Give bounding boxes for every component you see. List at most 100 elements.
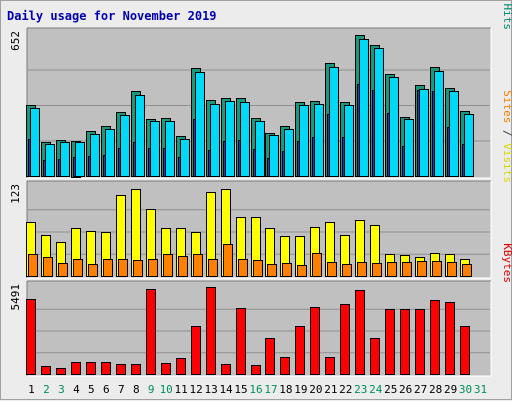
x-tick-day-7: 7 (118, 383, 125, 396)
bar-pages-day-17 (269, 135, 279, 177)
x-tick-day-13: 13 (204, 383, 217, 396)
bar-pages-day-27 (419, 89, 429, 177)
bar-kbytes-day-4 (71, 362, 81, 375)
x-tick-day-14: 14 (219, 383, 233, 396)
bar-sites-day-2 (43, 257, 53, 277)
bar-pages-day-22 (344, 105, 354, 177)
plot-area (27, 281, 491, 376)
bar-kbytes-day-18 (280, 357, 290, 375)
bar-kbytes-day-29 (445, 302, 455, 375)
bar-kbytes-day-27 (415, 309, 425, 375)
x-axis: 1 2 3 4 5 6 7 8 9 10 11 12 13 14 15 16 17 18 19 20 21 22 23 24 2… (28, 383, 487, 396)
bar-pages-day-16 (255, 121, 265, 177)
legend: Pages / Files / Hits (501, 1, 512, 30)
bar-sites-day-22 (342, 264, 352, 277)
bar-kbytes-day-28 (430, 300, 440, 375)
bar-sites-day-25 (387, 262, 397, 277)
bar-sites-day-18 (282, 263, 292, 277)
legend: Sites / Visits (501, 90, 512, 183)
x-tick-day-25: 25 (384, 383, 397, 396)
bar-sites-day-27 (417, 261, 427, 277)
legend-entry: Hits (501, 4, 512, 31)
x-tick-day-8: 8 (133, 383, 140, 396)
bar-pages-day-25 (389, 77, 399, 177)
bar-sites-day-8 (133, 260, 143, 277)
bar-kbytes-day-11 (176, 358, 186, 375)
x-tick-day-17: 17 (264, 383, 277, 396)
bar-kbytes-day-12 (191, 326, 201, 375)
bar-sites-day-30 (462, 264, 472, 277)
x-tick-day-23: 23 (354, 383, 367, 396)
legend-entry: Visits (501, 143, 512, 183)
bar-kbytes-day-16 (251, 365, 261, 375)
x-tick-day-2: 2 (43, 383, 50, 396)
legend-entry: Sites (501, 90, 512, 123)
bar-kbytes-day-9 (146, 289, 156, 375)
bar-sites-day-3 (58, 263, 68, 277)
x-tick-day-24: 24 (369, 383, 383, 396)
x-tick-day-3: 3 (58, 383, 65, 396)
bar-pages-day-14 (225, 101, 235, 177)
bar-sites-day-6 (103, 259, 113, 277)
bar-pages-day-23 (359, 39, 369, 177)
bar-sites-day-28 (432, 261, 442, 277)
panel-1: 652 Pages / Files / Hits (9, 1, 512, 179)
bar-sites-day-4 (73, 259, 83, 277)
bar-kbytes-day-5 (86, 362, 96, 375)
bar-pages-day-29 (449, 91, 459, 177)
x-tick-day-15: 15 (234, 383, 247, 396)
bar-sites-day-17 (267, 264, 277, 277)
x-tick-day-28: 28 (429, 383, 442, 396)
bar-pages-day-4 (75, 142, 85, 177)
bar-sites-day-7 (118, 259, 128, 277)
x-tick-day-20: 20 (309, 383, 322, 396)
bar-kbytes-day-19 (295, 326, 305, 375)
panel-2: 123 Sites / Visits (9, 90, 512, 279)
bar-kbytes-day-23 (355, 290, 365, 375)
bar-sites-day-20 (312, 253, 322, 277)
x-tick-day-6: 6 (103, 383, 110, 396)
bar-sites-day-11 (178, 256, 188, 277)
bar-pages-day-24 (374, 48, 384, 177)
bar-kbytes-day-1 (26, 299, 36, 375)
x-tick-day-9: 9 (148, 383, 155, 396)
bar-sites-day-14 (223, 244, 233, 277)
bar-pages-day-15 (240, 102, 250, 177)
x-tick-day-11: 11 (175, 383, 188, 396)
bar-sites-day-29 (447, 262, 457, 277)
bar-pages-day-7 (120, 115, 130, 177)
bar-sites-day-23 (357, 262, 367, 277)
bar-kbytes-day-24 (370, 338, 380, 375)
bar-kbytes-day-17 (265, 338, 275, 375)
bar-kbytes-day-10 (161, 363, 171, 375)
bar-pages-day-1 (30, 108, 40, 177)
bar-pages-day-18 (284, 129, 294, 177)
x-tick-day-30: 30 (459, 383, 472, 396)
bar-sites-day-5 (88, 264, 98, 277)
bar-sites-day-19 (297, 265, 307, 277)
bar-kbytes-day-7 (116, 364, 126, 375)
x-tick-day-4: 4 (73, 383, 80, 396)
bar-sites-day-12 (193, 254, 203, 277)
bar-sites-day-24 (372, 263, 382, 277)
y-tick-label: 652 (9, 31, 22, 51)
bar-kbytes-day-2 (41, 366, 51, 375)
x-tick-day-5: 5 (88, 383, 95, 396)
bar-sites-day-21 (327, 262, 337, 277)
y-tick-label: 5491 (9, 284, 22, 311)
bar-kbytes-day-8 (131, 364, 141, 375)
x-tick-day-27: 27 (414, 383, 427, 396)
bar-kbytes-day-15 (236, 308, 246, 375)
bar-sites-day-16 (253, 260, 263, 277)
bar-pages-day-19 (299, 105, 309, 177)
bar-kbytes-day-22 (340, 304, 350, 375)
bar-pages-day-2 (45, 144, 55, 177)
bar-pages-day-9 (150, 121, 160, 177)
bar-sites-day-15 (238, 259, 248, 277)
x-tick-day-31: 31 (474, 383, 487, 396)
bar-kbytes-day-25 (385, 309, 395, 375)
bar-sites-day-26 (402, 262, 412, 277)
panel-3: 5491 KBytes (9, 243, 512, 377)
bar-kbytes-day-21 (325, 357, 335, 375)
